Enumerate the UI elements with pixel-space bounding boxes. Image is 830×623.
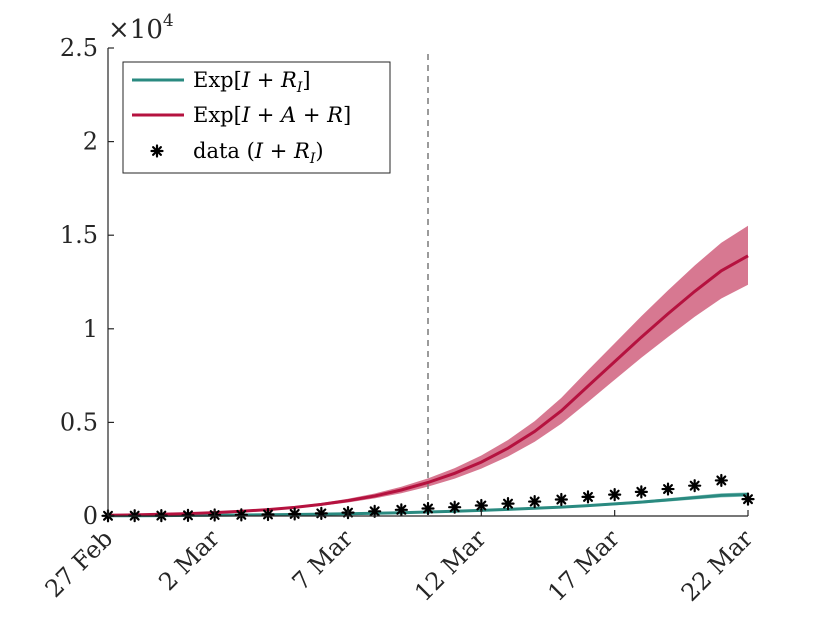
- data-point: [554, 492, 568, 507]
- data-point: [181, 508, 195, 522]
- y-exponent-power: 4: [163, 11, 174, 31]
- x-tick-label: 7 Mar: [287, 524, 359, 596]
- legend: Exp[I + RI] Exp[I + A + R] data (I + RI): [122, 61, 391, 174]
- data-point: [741, 492, 755, 506]
- data-point: [421, 501, 435, 516]
- y-tick-label: 2.5: [60, 34, 98, 62]
- y-tick-label: 1: [83, 315, 98, 343]
- y-tick-labels: 0 0.5 1 1.5 2 2.5: [60, 34, 98, 530]
- axes: [107, 47, 749, 517]
- x-tick-label: 22 Mar: [676, 524, 759, 607]
- x-tick-labels: 27 Feb 2 Mar 7 Mar 12 Mar 17 Mar 22 Mar: [40, 524, 759, 607]
- data-point: [448, 500, 462, 514]
- y-tick-label: 1.5: [60, 221, 98, 249]
- data-point: [661, 482, 675, 496]
- data-point: [261, 507, 275, 522]
- data-point: [528, 494, 542, 509]
- y-tick-label: 0: [83, 502, 98, 530]
- y-tick-label: 2: [83, 128, 98, 156]
- y-tick-label: 0.5: [60, 408, 98, 436]
- data-point: [714, 473, 728, 488]
- x-tick-label: 17 Mar: [543, 524, 626, 607]
- legend-label: Exp[I + A + R]: [193, 103, 351, 127]
- legend-label: Exp[I + RI]: [193, 68, 311, 96]
- data-point: [288, 507, 302, 521]
- legend-marker: [150, 144, 164, 158]
- data-point: [368, 504, 382, 518]
- data-point: [474, 498, 488, 513]
- x-tick-label: 2 Mar: [153, 524, 225, 596]
- data-point: [501, 497, 515, 511]
- band-series-1: [108, 225, 748, 516]
- data-point: [394, 503, 408, 517]
- data-point: [608, 488, 622, 502]
- data-point: [688, 479, 702, 493]
- data-point: [314, 506, 328, 520]
- data-point: [581, 490, 595, 504]
- data-point: [634, 485, 648, 499]
- y-exponent-label: ×104: [108, 11, 174, 45]
- legend-label: data (I + RI): [193, 139, 324, 167]
- data-point: [234, 508, 248, 522]
- x-tick-label: 27 Feb: [40, 524, 119, 603]
- x-tick-label: 12 Mar: [409, 524, 492, 607]
